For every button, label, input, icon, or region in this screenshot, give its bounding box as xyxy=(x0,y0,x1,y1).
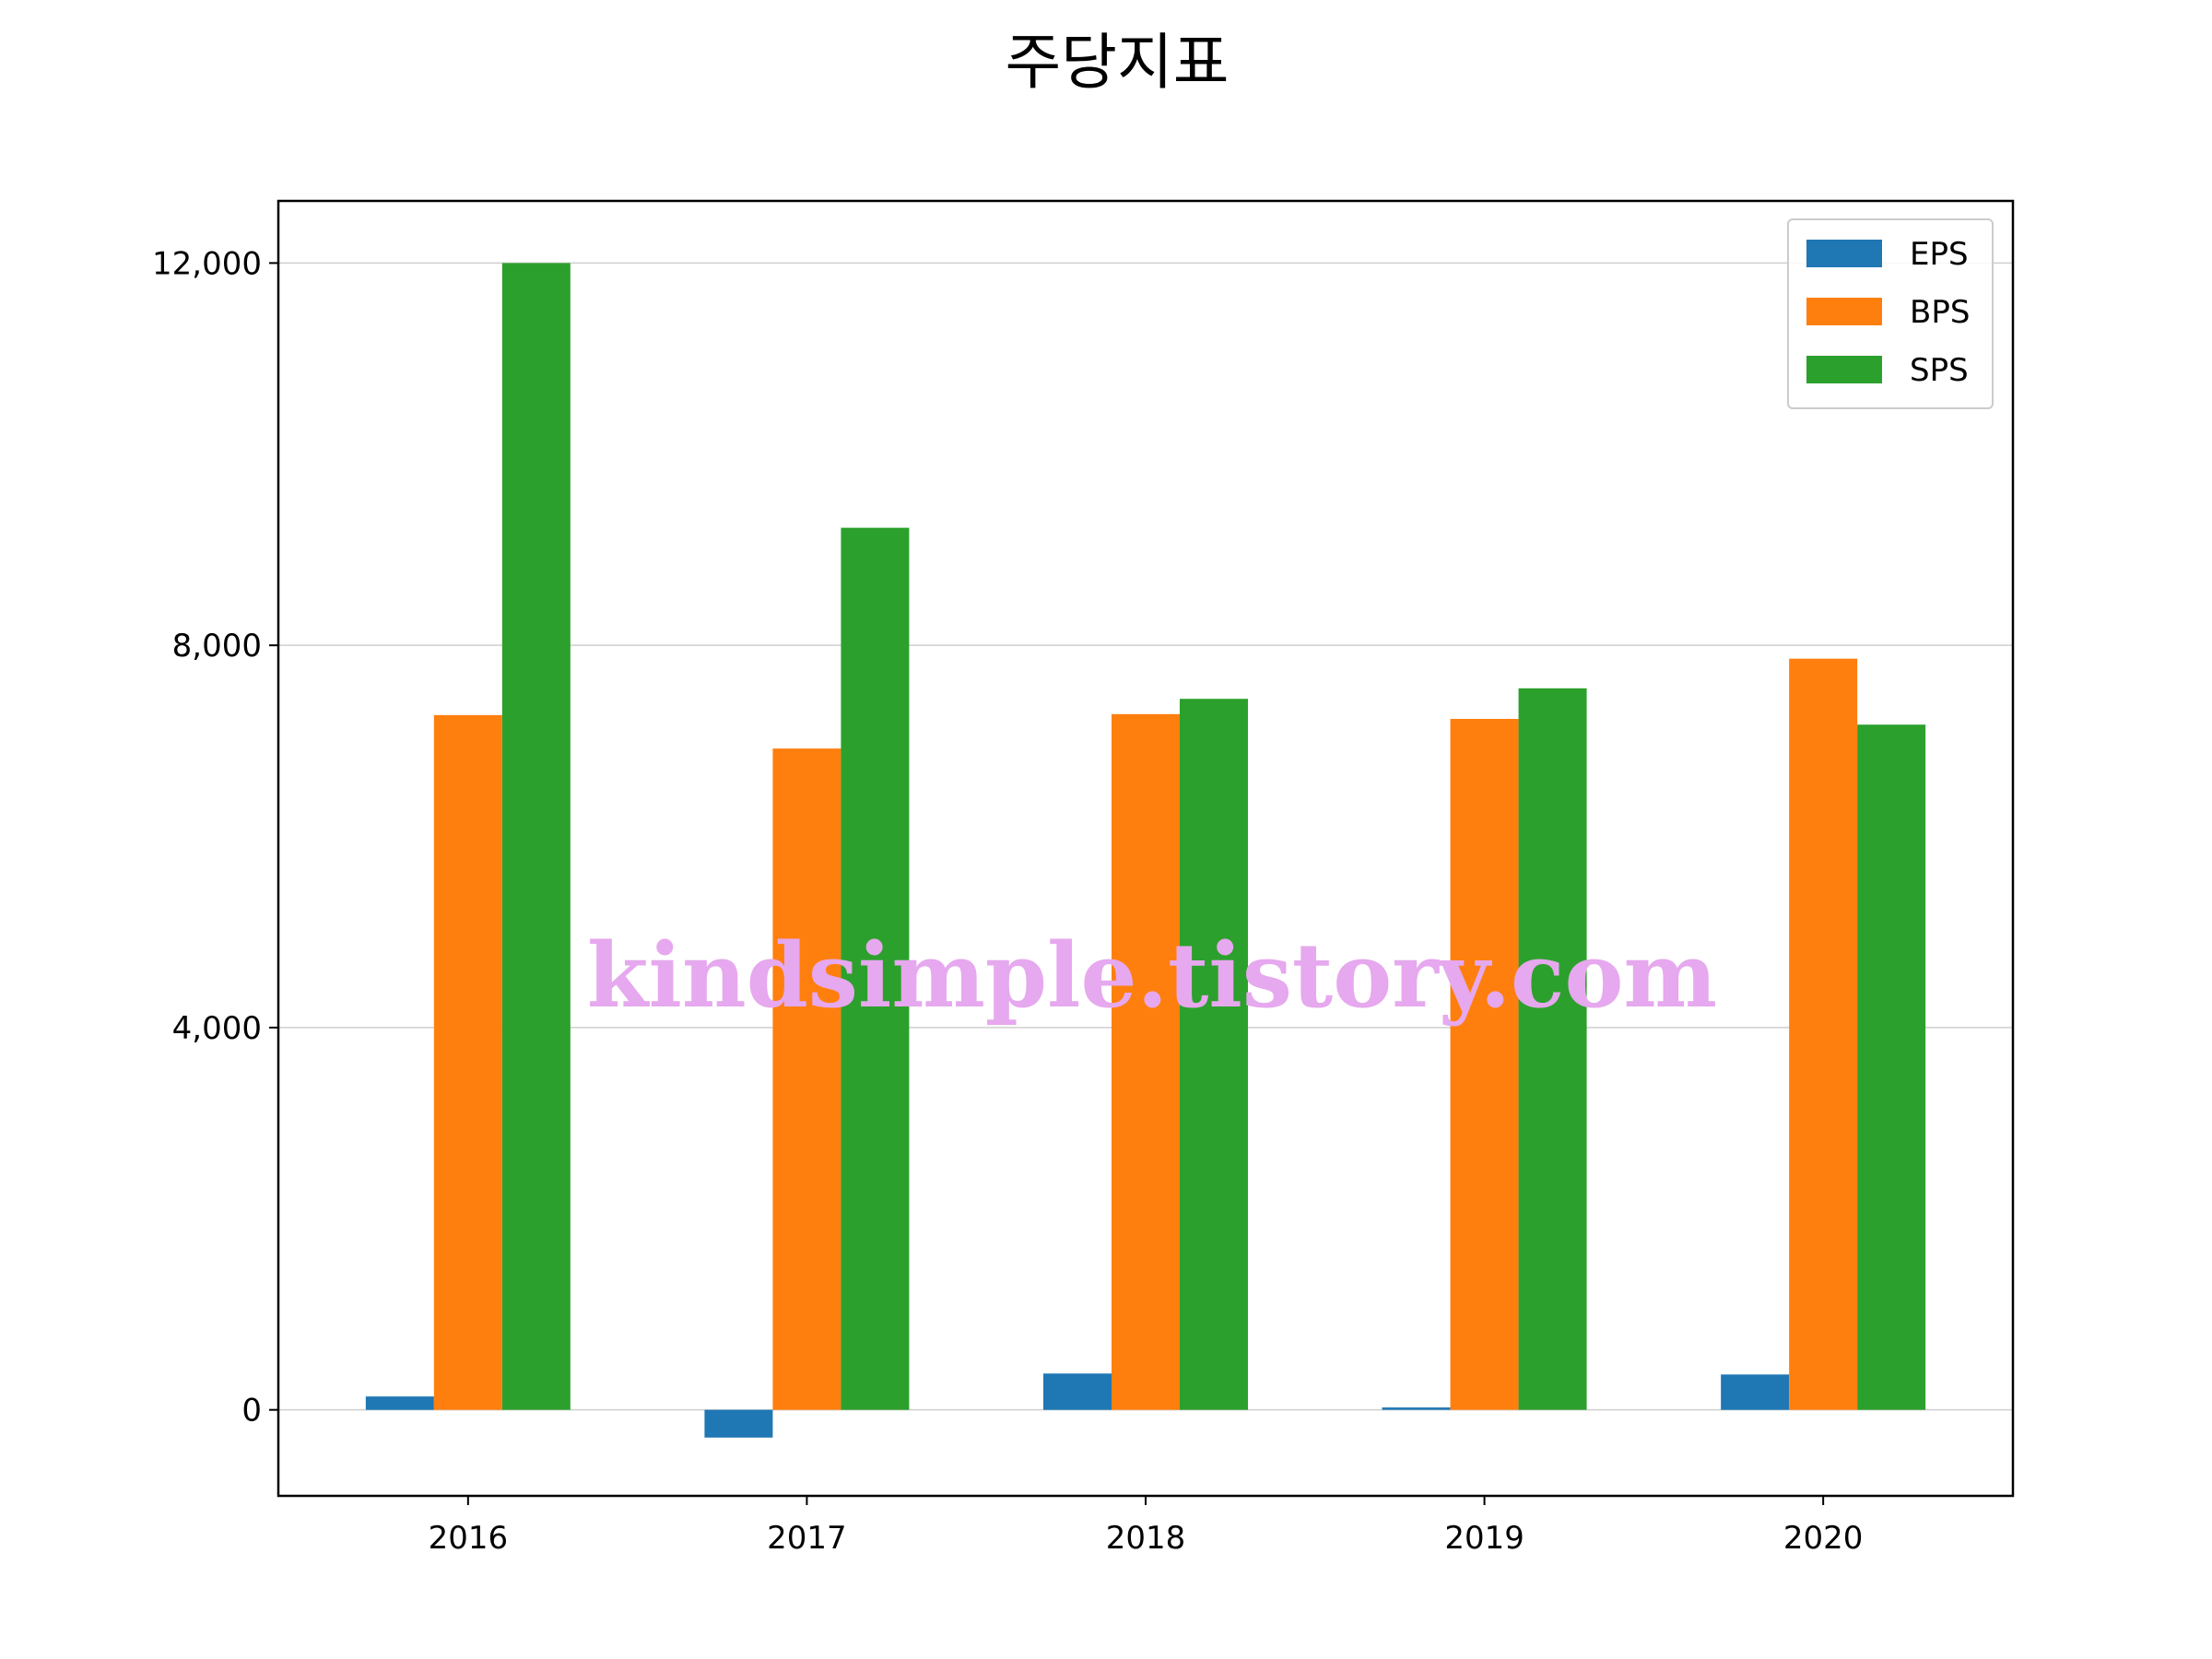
ytick-label-3: 12,000 xyxy=(152,245,262,282)
bar-sps-2020 xyxy=(1857,724,1926,1410)
legend-label-sps: SPS xyxy=(1910,352,1969,389)
legend: EPS BPS SPS xyxy=(1787,218,1994,409)
bar-bps-2018 xyxy=(1112,713,1180,1410)
xtick-label-2016: 2016 xyxy=(429,1520,509,1557)
legend-swatch-eps xyxy=(1806,240,1882,267)
xtick-label-2020: 2020 xyxy=(1783,1520,1864,1557)
legend-label-eps: EPS xyxy=(1910,236,1969,273)
ytick-label-2: 8,000 xyxy=(172,628,262,665)
ytick-label-1: 4,000 xyxy=(172,1010,262,1047)
bar-eps-2017 xyxy=(704,1409,773,1438)
xtick-label-2017: 2017 xyxy=(767,1520,847,1557)
legend-swatch-sps xyxy=(1806,356,1882,383)
bar-sps-2019 xyxy=(1518,688,1587,1410)
xtick-label-2019: 2019 xyxy=(1444,1520,1524,1557)
xtick-label-2018: 2018 xyxy=(1106,1520,1186,1557)
legend-label-bps: BPS xyxy=(1910,294,1970,331)
bar-eps-2020 xyxy=(1721,1374,1790,1410)
axes: 0 4,000 8,000 12,000 2016 2017 2018 2019 2020 xyxy=(152,245,1863,1557)
bar-eps-2019 xyxy=(1382,1407,1451,1410)
bar-sps-2017 xyxy=(841,527,910,1410)
bar-bps-2016 xyxy=(433,714,502,1410)
bar-sps-2016 xyxy=(501,263,571,1410)
bars xyxy=(365,263,1926,1438)
bar-eps-2018 xyxy=(1043,1373,1112,1410)
chart-title: 주당지표 xyxy=(1006,27,1230,98)
legend-swatch-bps xyxy=(1806,298,1882,325)
bar-bps-2019 xyxy=(1450,719,1519,1410)
ytick-label-0: 0 xyxy=(241,1393,262,1430)
bar-bps-2020 xyxy=(1789,658,1858,1410)
bar-bps-2017 xyxy=(772,748,841,1410)
bar-eps-2016 xyxy=(365,1396,434,1410)
watermark: kindsimple.tistory.com xyxy=(587,924,1717,1028)
bar-sps-2018 xyxy=(1180,699,1248,1410)
